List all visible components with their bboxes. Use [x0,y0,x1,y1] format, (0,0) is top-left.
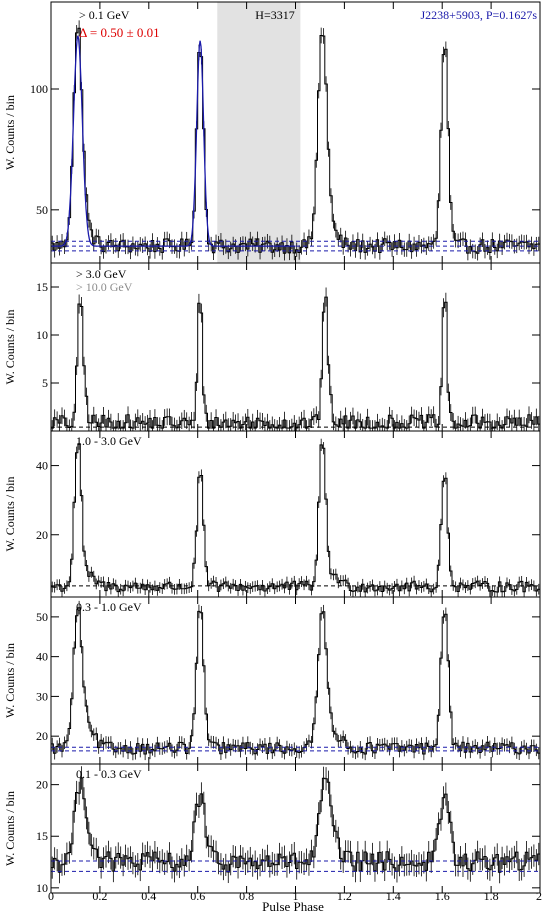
delta-annotation: Δ = 0.50 ± 0.01 [79,25,160,40]
x-tick-label: 0.2 [92,889,107,903]
y-tick-label: 40 [36,650,48,664]
profile-histogram [51,443,540,593]
x-tick-label: 1 [293,889,299,903]
model-curve [51,35,296,247]
plot-frame [50,430,541,598]
y-tick-label: 30 [36,689,48,703]
x-tick-label: 0.4 [141,889,156,903]
x-tick-label: 1.4 [386,889,401,903]
y-tick-label: 20 [36,729,48,743]
y-axis-label: W. Counts / bin [3,643,17,718]
y-tick-label: 40 [36,459,48,473]
error-bars [51,287,540,431]
panel-2: 5 10 15 W. Counts / bin > 3.0 GeV> 10.0 GeV [3,262,541,432]
y-tick-label: 10 [36,328,48,342]
error-bars [51,20,540,261]
x-tick-label: 0.6 [190,889,205,903]
y-axis-label: W. Counts / bin [3,310,17,385]
y-axis-label: W. Counts / bin [3,95,17,170]
h-test-annotation: H=3317 [255,8,294,22]
y-tick-label: 20 [36,528,48,542]
error-bars [51,437,540,597]
x-tick-label: 2 [536,889,542,903]
y-axis-label: W. Counts / bin [3,477,17,552]
x-tick-label: 1.6 [435,889,450,903]
panel-1: 50 100 W. Counts / bin > 0.1 GeV Δ = 0.50 ± … [3,1,541,264]
profile-histogram [51,777,540,873]
x-tick-label: 0 [48,889,54,903]
y-tick-label: 20 [36,778,48,792]
error-bars [51,766,540,884]
y-tick-label: 50 [36,610,48,624]
plot-frame [50,596,541,765]
profile-histogram [51,296,540,429]
panel-energy-label: 0.3 - 1.0 GeV [76,600,142,614]
plot-frame [50,763,541,894]
panel-energy-label: 0.1 - 0.3 GeV [76,767,142,781]
y-tick-label: 15 [36,829,48,843]
offpulse-band [217,2,301,263]
panel-energy-label: 1.0 - 3.0 GeV [76,434,142,448]
panel-4: 20 30 40 50 W. Counts / bin 0.3 - 1.0 GeV [3,596,541,765]
x-tick-label: 0.8 [239,889,254,903]
source-annotation: J2238+5903, P=0.1627s [420,8,537,22]
panel-energy-label: > 0.1 GeV [79,8,130,22]
x-tick-label: 1.2 [337,889,352,903]
profile-histogram [51,607,540,755]
x-axis-label: Pulse Phase [262,899,324,914]
panel-energy-label: > 3.0 GeV [76,267,127,281]
panel-5: 10 15 20 W. Counts / bin 0.1 - 0.3 GeV [3,763,541,895]
error-bars [51,600,540,761]
y-axis-label: W. Counts / bin [3,791,17,866]
y-tick-label: 5 [42,376,48,390]
panel-3: 20 40 W. Counts / bin 1.0 - 3.0 GeV [3,430,541,598]
y-tick-label: 15 [36,280,48,294]
y-tick-label: 50 [36,203,48,217]
x-tick-label: 1.8 [484,889,499,903]
y-tick-label: 10 [36,881,48,895]
panel-energy-label-secondary: > 10.0 GeV [76,280,133,294]
y-tick-label: 100 [30,82,48,96]
